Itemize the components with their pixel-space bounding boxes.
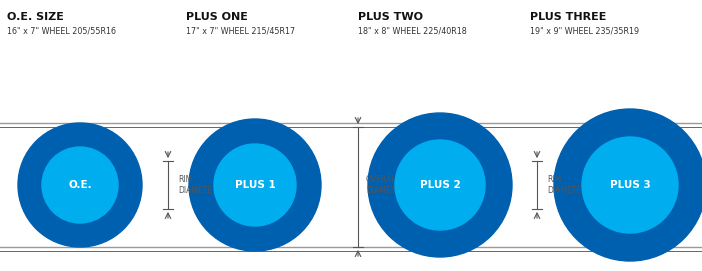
Text: O.E. SIZE: O.E. SIZE [7, 12, 64, 22]
Circle shape [18, 123, 142, 247]
Text: PLUS ONE: PLUS ONE [186, 12, 248, 22]
Text: RIM
DIAMETER: RIM DIAMETER [178, 175, 218, 195]
Text: 19" x 9" WHEEL 235/35R19: 19" x 9" WHEEL 235/35R19 [530, 26, 639, 35]
Circle shape [189, 119, 321, 251]
Text: 16" x 7" WHEEL 205/55R16: 16" x 7" WHEEL 205/55R16 [7, 26, 116, 35]
Text: PLUS 3: PLUS 3 [609, 180, 650, 190]
Text: PLUS THREE: PLUS THREE [530, 12, 607, 22]
Circle shape [582, 137, 678, 233]
Circle shape [395, 140, 485, 230]
Text: 17" x 7" WHEEL 215/45R17: 17" x 7" WHEEL 215/45R17 [186, 26, 295, 35]
Text: OVERALL
DIAMETER: OVERALL DIAMETER [366, 175, 406, 195]
Circle shape [42, 147, 118, 223]
Text: 18" x 8" WHEEL 225/40R18: 18" x 8" WHEEL 225/40R18 [358, 26, 467, 35]
Text: PLUS 2: PLUS 2 [420, 180, 461, 190]
Circle shape [214, 144, 296, 226]
Circle shape [368, 113, 512, 257]
Text: PLUS 1: PLUS 1 [234, 180, 275, 190]
Text: O.E.: O.E. [68, 180, 92, 190]
Text: RIM
DIAMETER: RIM DIAMETER [547, 175, 586, 195]
Text: PLUS TWO: PLUS TWO [358, 12, 423, 22]
Circle shape [554, 109, 702, 261]
